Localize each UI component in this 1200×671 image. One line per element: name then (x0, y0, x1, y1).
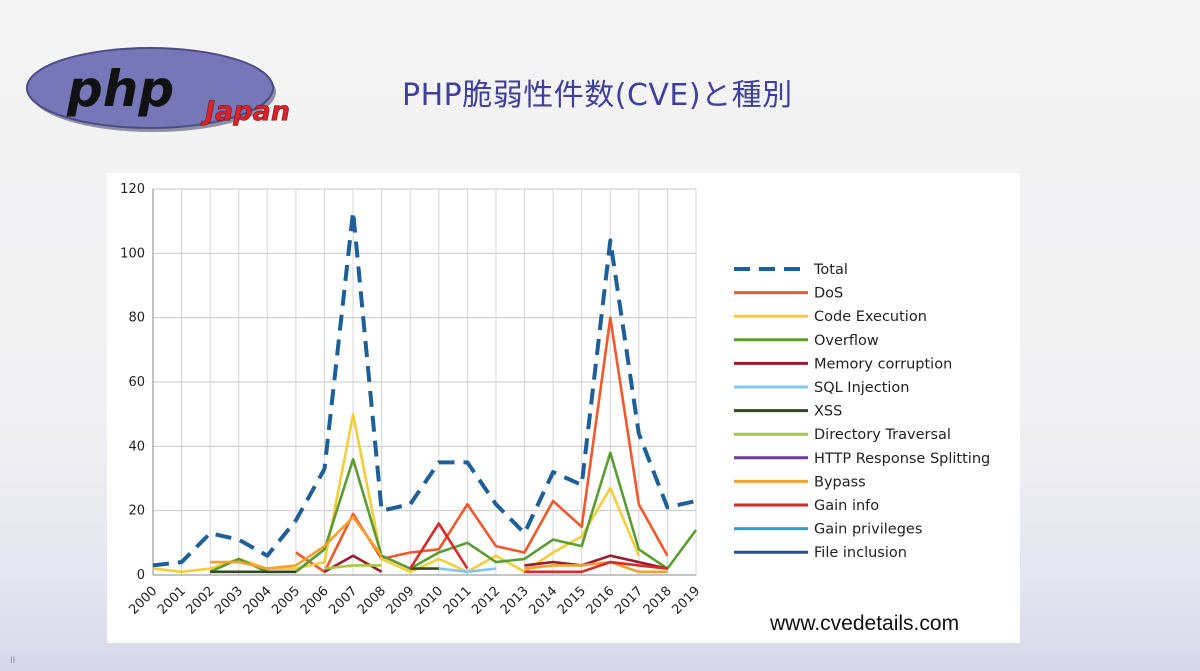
logo-sub-text: Japan (200, 96, 290, 127)
y-tick-label: 20 (128, 504, 145, 519)
legend-label-gain-info: Gain info (814, 498, 879, 514)
y-tick-label: 60 (128, 375, 145, 390)
x-tick-label: 2009 (384, 584, 418, 618)
php-japan-logo: php Japan (26, 47, 290, 132)
corner-mark: II (10, 656, 16, 666)
y-tick-label: 100 (120, 246, 145, 261)
slide-title: PHP脆弱性件数(CVE)と種別 (402, 78, 793, 113)
x-tick-label: 2013 (498, 584, 532, 618)
x-tick-label: 2019 (669, 584, 703, 618)
x-tick-label: 2005 (269, 584, 303, 618)
source-credit: www.cvedetails.com (770, 612, 960, 635)
series-line-memory-corruption (524, 554, 668, 570)
x-tick-label: 2004 (241, 584, 275, 618)
x-tick-label: 2001 (155, 584, 189, 618)
x-tick-label: 2012 (469, 584, 503, 618)
x-tick-label: 2017 (612, 584, 646, 618)
legend-label-gain-privileges: Gain privileges (814, 522, 922, 538)
legend-label-bypass: Bypass (814, 474, 866, 490)
series-line-bypass (524, 560, 668, 574)
x-tick-label: 2014 (526, 584, 560, 618)
y-tick-label: 80 (128, 311, 145, 326)
x-tick-label: 2000 (126, 584, 160, 618)
x-tick-label: 2018 (641, 584, 675, 618)
legend-label-sql-injection: SQL Injection (814, 380, 909, 396)
x-tick-label: 2011 (441, 584, 475, 618)
x-tick-label: 2008 (355, 584, 389, 618)
x-tick-label: 2003 (212, 584, 246, 618)
x-tick-label: 2002 (184, 584, 218, 618)
legend-label-directory-traversal: Directory Traversal (814, 427, 951, 443)
y-tick-label: 0 (137, 568, 145, 583)
legend-label-overflow: Overflow (814, 333, 879, 349)
series-line-directory-traversal (324, 564, 382, 570)
legend-label-file-inclusion: File inclusion (814, 545, 907, 561)
series-line-sql-injection (438, 567, 497, 574)
series-line-total (152, 209, 697, 568)
y-tick-label: 120 (120, 182, 145, 197)
series-line-bypass (210, 515, 383, 570)
legend-label-code-execution: Code Execution (814, 309, 927, 325)
logo-main-text: php (66, 60, 174, 118)
legend-label-http-response-splitting: HTTP Response Splitting (814, 451, 990, 467)
x-tick-label: 2007 (326, 584, 360, 618)
x-tick-label: 2016 (584, 584, 618, 618)
legend-label-memory-corruption: Memory corruption (814, 356, 952, 372)
x-tick-label: 2010 (412, 584, 446, 618)
y-tick-label: 40 (128, 439, 145, 454)
chart-panel: 0 20 40 60 80 100 120 2000 2001 2002 2003 2004 2005 2… (107, 173, 1020, 643)
cve-line-chart: 0204060801001202000200120022003200420052… (120, 182, 990, 618)
x-tick-label: 2006 (298, 584, 332, 618)
legend-label-xss: XSS (814, 404, 842, 420)
series-line-gain-info (409, 522, 469, 570)
logo-ellipse (26, 47, 274, 129)
legend-label-total: Total (813, 262, 848, 278)
legend-label-dos: DoS (814, 286, 843, 302)
x-tick-label: 2015 (555, 584, 589, 618)
series-line-gain-info (524, 560, 668, 574)
